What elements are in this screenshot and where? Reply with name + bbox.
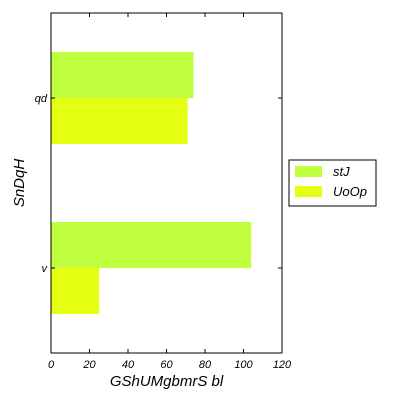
- ticks-layer: qd v 0 20 40 60 80 100 120: [35, 13, 292, 371]
- y-tick-label: v: [42, 263, 49, 275]
- x-tick-label: 100: [234, 359, 253, 371]
- x-axis-label: GShUMgbmrS bl: [110, 373, 224, 390]
- x-tick-label: 20: [82, 359, 96, 371]
- legend-label-UoOp: UoOp: [333, 184, 367, 199]
- legend-swatch-UoOp: [295, 186, 322, 197]
- y-axis-label: SnDqH: [11, 159, 28, 208]
- bar-stJ-qd: [51, 52, 194, 98]
- bar-UoOp-qd: [51, 98, 188, 144]
- legend-swatch-stJ: [295, 166, 322, 177]
- legend-label-stJ: stJ: [333, 164, 350, 179]
- y-tick-label: qd: [35, 93, 48, 105]
- x-tick-label: 40: [122, 359, 135, 371]
- bar-UoOp-v: [51, 268, 100, 314]
- x-tick-label: 0: [48, 359, 55, 371]
- x-tick-label: 120: [273, 359, 292, 371]
- legend: stJ UoOp: [288, 159, 377, 207]
- bars-layer: [51, 52, 252, 314]
- bar-stJ-v: [51, 222, 252, 268]
- x-tick-label: 80: [199, 359, 212, 371]
- x-tick-label: 60: [160, 359, 173, 371]
